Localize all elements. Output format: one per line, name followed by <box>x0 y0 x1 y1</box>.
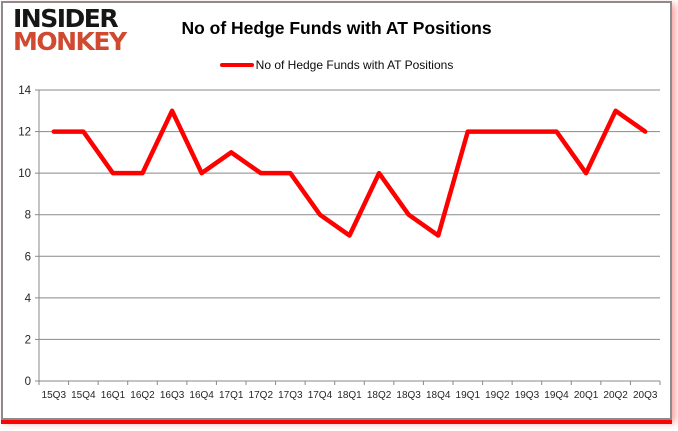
x-axis-label: 15Q3 <box>42 390 67 401</box>
x-axis-label: 19Q2 <box>485 390 510 401</box>
x-axis-label: 17Q3 <box>278 390 303 401</box>
x-axis-label: 16Q3 <box>160 390 185 401</box>
logo-word-monkey: MONKEY <box>13 27 127 56</box>
logo-word-insider: INSIDER <box>13 4 119 33</box>
y-axis-label: 10 <box>18 168 31 180</box>
insider-monkey-logo: INSIDER MONKEY <box>13 4 127 56</box>
legend-label: No of Hedge Funds with AT Positions <box>255 58 454 72</box>
chart-frame: 0 2 4 6 8 10 12 14 15Q3 15Q4 16Q1 16Q2 16Q3 16Q4 17Q1 1… <box>1 1 672 420</box>
legend-line-swatch <box>219 62 254 68</box>
y-axis-label: 14 <box>18 85 31 97</box>
y-axis-label: 6 <box>25 251 31 263</box>
x-axis-label: 18Q1 <box>337 390 362 401</box>
chart-title: No of Hedge Funds with AT Positions <box>181 18 492 38</box>
y-axis-label: 12 <box>18 127 31 139</box>
x-axis-label: 17Q1 <box>219 390 244 401</box>
line-chart-svg: 0 2 4 6 8 10 12 14 15Q3 15Q4 16Q1 16Q2 16Q3 16Q4 17Q1 1… <box>18 85 661 401</box>
y-axis-label: 8 <box>25 210 31 222</box>
x-axis-label: 16Q2 <box>130 390 155 401</box>
legend: No of Hedge Funds with AT Positions <box>3 58 670 72</box>
x-axis-label: 17Q4 <box>308 390 333 401</box>
x-axis-label: 16Q4 <box>189 390 214 401</box>
y-axis-label: 4 <box>25 293 32 305</box>
x-axis-label: 19Q3 <box>515 390 540 401</box>
x-axis-label: 19Q1 <box>456 390 481 401</box>
x-axis-label: 20Q2 <box>603 390 628 401</box>
y-axis-label: 0 <box>25 376 31 388</box>
x-axis-label: 20Q3 <box>633 390 658 401</box>
series-line <box>51 108 648 238</box>
x-axis-label: 18Q3 <box>396 390 421 401</box>
x-axis-label: 15Q4 <box>71 390 96 401</box>
x-axis-label: 18Q2 <box>367 390 392 401</box>
x-axis-label: 18Q4 <box>426 390 451 401</box>
x-axis-label: 17Q2 <box>249 390 274 401</box>
x-axis-label: 16Q1 <box>101 390 126 401</box>
x-axis-label: 19Q4 <box>544 390 569 401</box>
y-axis-label: 2 <box>25 334 31 346</box>
x-axis-label: 20Q1 <box>574 390 599 401</box>
